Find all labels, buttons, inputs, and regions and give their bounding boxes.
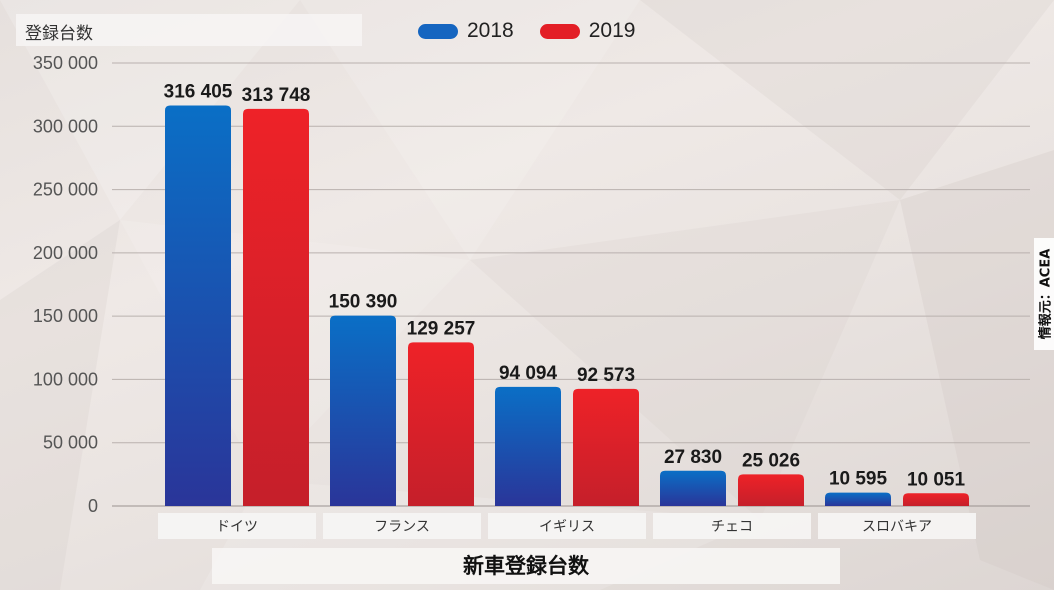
bar-value-label: 27 830 (664, 447, 722, 468)
bar-2019-3 (738, 474, 804, 506)
legend-label-2019: 2019 (588, 19, 636, 42)
bar-value-label: 316 405 (164, 82, 233, 103)
bar-2019-0 (243, 108, 309, 506)
x-tick-label: イギリス (539, 519, 595, 535)
legend-swatch-2019 (539, 23, 580, 39)
source-box (1034, 238, 1054, 350)
bar-2019-4 (903, 493, 969, 506)
x-tick-box (653, 513, 811, 539)
x-tick-box (818, 513, 976, 539)
x-tick-box (323, 513, 481, 539)
chart-title-box (212, 548, 840, 584)
legend-swatch-2018 (418, 23, 458, 39)
bar-2018-3 (660, 470, 726, 506)
bar-value-label: 94 094 (499, 363, 558, 384)
bar-2019-1 (408, 342, 474, 506)
bar-2019-2 (573, 388, 639, 506)
legend-label-2018: 2018 (467, 19, 514, 42)
x-tick-box (488, 513, 646, 539)
legend-item-2018: 2018 (418, 19, 514, 43)
bar-2018-2 (495, 386, 561, 506)
bar-value-label: 10 595 (829, 469, 888, 490)
bar-2018-1 (330, 315, 396, 506)
bar-value-label: 129 257 (407, 318, 476, 339)
y-tick-label: 0 (88, 496, 98, 516)
bar-value-label: 92 573 (577, 365, 635, 386)
bar-2018-0 (165, 105, 231, 507)
x-tick-box (158, 513, 316, 539)
y-axis-label-box (16, 14, 362, 46)
y-tick-label: 200 000 (33, 243, 98, 263)
y-tick-label: 250 000 (33, 180, 98, 200)
legend-item-2019: 2019 (539, 19, 636, 43)
source-credit: 情報元：ACEA (1038, 248, 1054, 340)
legend: 2018 2019 (418, 18, 661, 44)
x-tick-label: ドイツ (216, 519, 258, 535)
x-tick-label: フランス (374, 519, 430, 535)
chart-title: 新車登録台数 (463, 554, 589, 578)
y-tick-label: 300 000 (33, 116, 98, 136)
y-tick-label: 150 000 (33, 306, 98, 326)
y-tick-label: 100 000 (33, 369, 98, 389)
bar-2018-4 (825, 492, 891, 506)
bar-value-label: 10 051 (907, 469, 966, 490)
bar-value-label: 150 390 (329, 292, 398, 313)
bar-value-label: 25 026 (742, 450, 800, 471)
x-tick-label: スロバキア (862, 519, 932, 535)
y-axis-label: 登録台数 (25, 24, 93, 44)
y-tick-label: 350 000 (33, 53, 98, 73)
y-tick-label: 50 000 (43, 433, 98, 453)
x-tick-label: チェコ (711, 519, 753, 535)
bar-value-label: 313 748 (242, 85, 311, 106)
